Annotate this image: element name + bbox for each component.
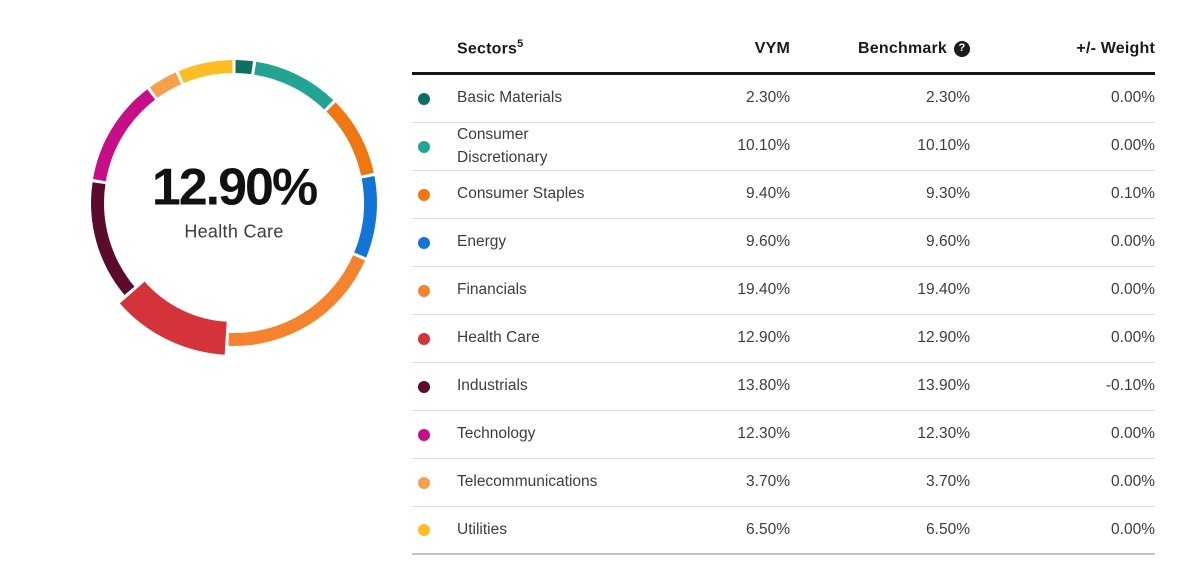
sector-name: Industrials <box>457 377 528 395</box>
donut-segment-energy[interactable] <box>354 176 377 258</box>
sector-color-dot <box>418 188 430 201</box>
donut-segment-industrials[interactable] <box>91 182 135 295</box>
donut-segment-financials[interactable] <box>228 255 365 346</box>
weight-value: 0.00% <box>1111 233 1155 251</box>
table-body: Basic Materials 2.30% 2.30% 0.00% Consum… <box>412 75 1155 555</box>
table-row: Utilities 6.50% 6.50% 0.00% <box>412 507 1155 555</box>
sector-name: Consumer Discretionary <box>457 126 548 166</box>
donut-segment-basic-materials[interactable] <box>235 60 253 75</box>
weight-value: 0.00% <box>1111 520 1155 538</box>
sector-name: Health Care <box>457 329 540 347</box>
weight-value: 0.00% <box>1111 281 1155 299</box>
benchmark-value: 9.30% <box>926 185 970 203</box>
weight-value: 0.00% <box>1111 473 1155 491</box>
table-row: Telecommunications 3.70% 3.70% 0.00% <box>412 459 1155 507</box>
sector-name: Basic Materials <box>457 89 563 107</box>
benchmark-value: 12.30% <box>917 425 970 443</box>
vym-value: 10.10% <box>737 137 790 155</box>
weight-value: 0.00% <box>1111 425 1155 443</box>
weight-value: -0.10% <box>1105 377 1155 395</box>
vym-value: 3.70% <box>746 473 790 491</box>
sector-name: Telecommunications <box>457 473 598 491</box>
sector-weights-table: Sectors5 VYM Benchmark ? +/- Weight Basi… <box>412 25 1155 555</box>
header-vym: VYM <box>754 39 790 57</box>
sector-name: Technology <box>457 425 536 443</box>
donut-segment-telecommunications[interactable] <box>149 72 182 98</box>
sector-color-dot <box>418 140 430 153</box>
sector-color-dot <box>418 476 430 489</box>
vym-value: 2.30% <box>746 89 790 107</box>
weight-value: 0.10% <box>1111 185 1155 203</box>
donut-segment-consumer-discretionary[interactable] <box>254 61 334 110</box>
table-row: Industrials 13.80% 13.90% -0.10% <box>412 363 1155 411</box>
help-icon[interactable]: ? <box>954 40 970 57</box>
sector-color-dot <box>418 284 430 297</box>
sector-name: Utilities <box>457 520 507 538</box>
sector-name: Financials <box>457 281 527 299</box>
table-row: Energy 9.60% 9.60% 0.00% <box>412 219 1155 267</box>
header-benchmark: Benchmark ? <box>790 40 970 58</box>
table-row: Health Care 12.90% 12.90% 0.00% <box>412 315 1155 363</box>
benchmark-value: 2.30% <box>926 89 970 107</box>
table-row: Consumer Staples 9.40% 9.30% 0.10% <box>412 171 1155 219</box>
table-row: Technology 12.30% 12.30% 0.00% <box>412 411 1155 459</box>
benchmark-value: 3.70% <box>926 473 970 491</box>
sector-color-dot <box>418 380 430 393</box>
header-benchmark-label: Benchmark <box>858 39 947 57</box>
weight-value: 0.00% <box>1111 329 1155 347</box>
sector-color-dot <box>418 92 430 105</box>
weight-value: 0.00% <box>1111 137 1155 155</box>
benchmark-value: 9.60% <box>926 233 970 251</box>
table-row: Basic Materials 2.30% 2.30% 0.00% <box>412 75 1155 123</box>
benchmark-value: 13.90% <box>917 377 970 395</box>
sector-donut-chart: 12.90% Health Care <box>69 28 399 378</box>
donut-chart-svg <box>91 60 377 355</box>
table-row: Financials 19.40% 19.40% 0.00% <box>412 267 1155 315</box>
vym-value: 9.60% <box>746 233 790 251</box>
header-sectors: Sectors5 <box>457 38 524 58</box>
donut-segment-consumer-staples[interactable] <box>326 102 374 176</box>
header-weight: +/- Weight <box>1076 39 1155 57</box>
donut-segment-utilities[interactable] <box>178 60 233 84</box>
table-header-row: Sectors5 VYM Benchmark ? +/- Weight <box>412 25 1155 75</box>
vym-value: 19.40% <box>737 281 790 299</box>
sector-color-dot <box>418 524 430 536</box>
donut-segment-health-care[interactable] <box>119 281 227 355</box>
sector-color-dot <box>418 236 430 249</box>
weight-value: 0.00% <box>1111 89 1155 107</box>
benchmark-value: 10.10% <box>917 137 970 155</box>
sectors-footnote-marker: 5 <box>517 38 524 51</box>
benchmark-value: 6.50% <box>926 520 970 538</box>
vym-value: 13.80% <box>737 377 790 395</box>
sector-color-dot <box>418 428 430 441</box>
vym-value: 6.50% <box>746 520 790 538</box>
table-row: Consumer Discretionary 10.10% 10.10% 0.0… <box>412 123 1155 171</box>
donut-segment-technology[interactable] <box>93 89 156 182</box>
vym-value: 12.30% <box>737 425 790 443</box>
vym-value: 9.40% <box>746 185 790 203</box>
sector-name: Energy <box>457 233 507 251</box>
sector-color-dot <box>418 332 430 345</box>
sector-name: Consumer Staples <box>457 185 585 203</box>
benchmark-value: 19.40% <box>917 281 970 299</box>
benchmark-value: 12.90% <box>917 329 970 347</box>
vym-value: 12.90% <box>737 329 790 347</box>
